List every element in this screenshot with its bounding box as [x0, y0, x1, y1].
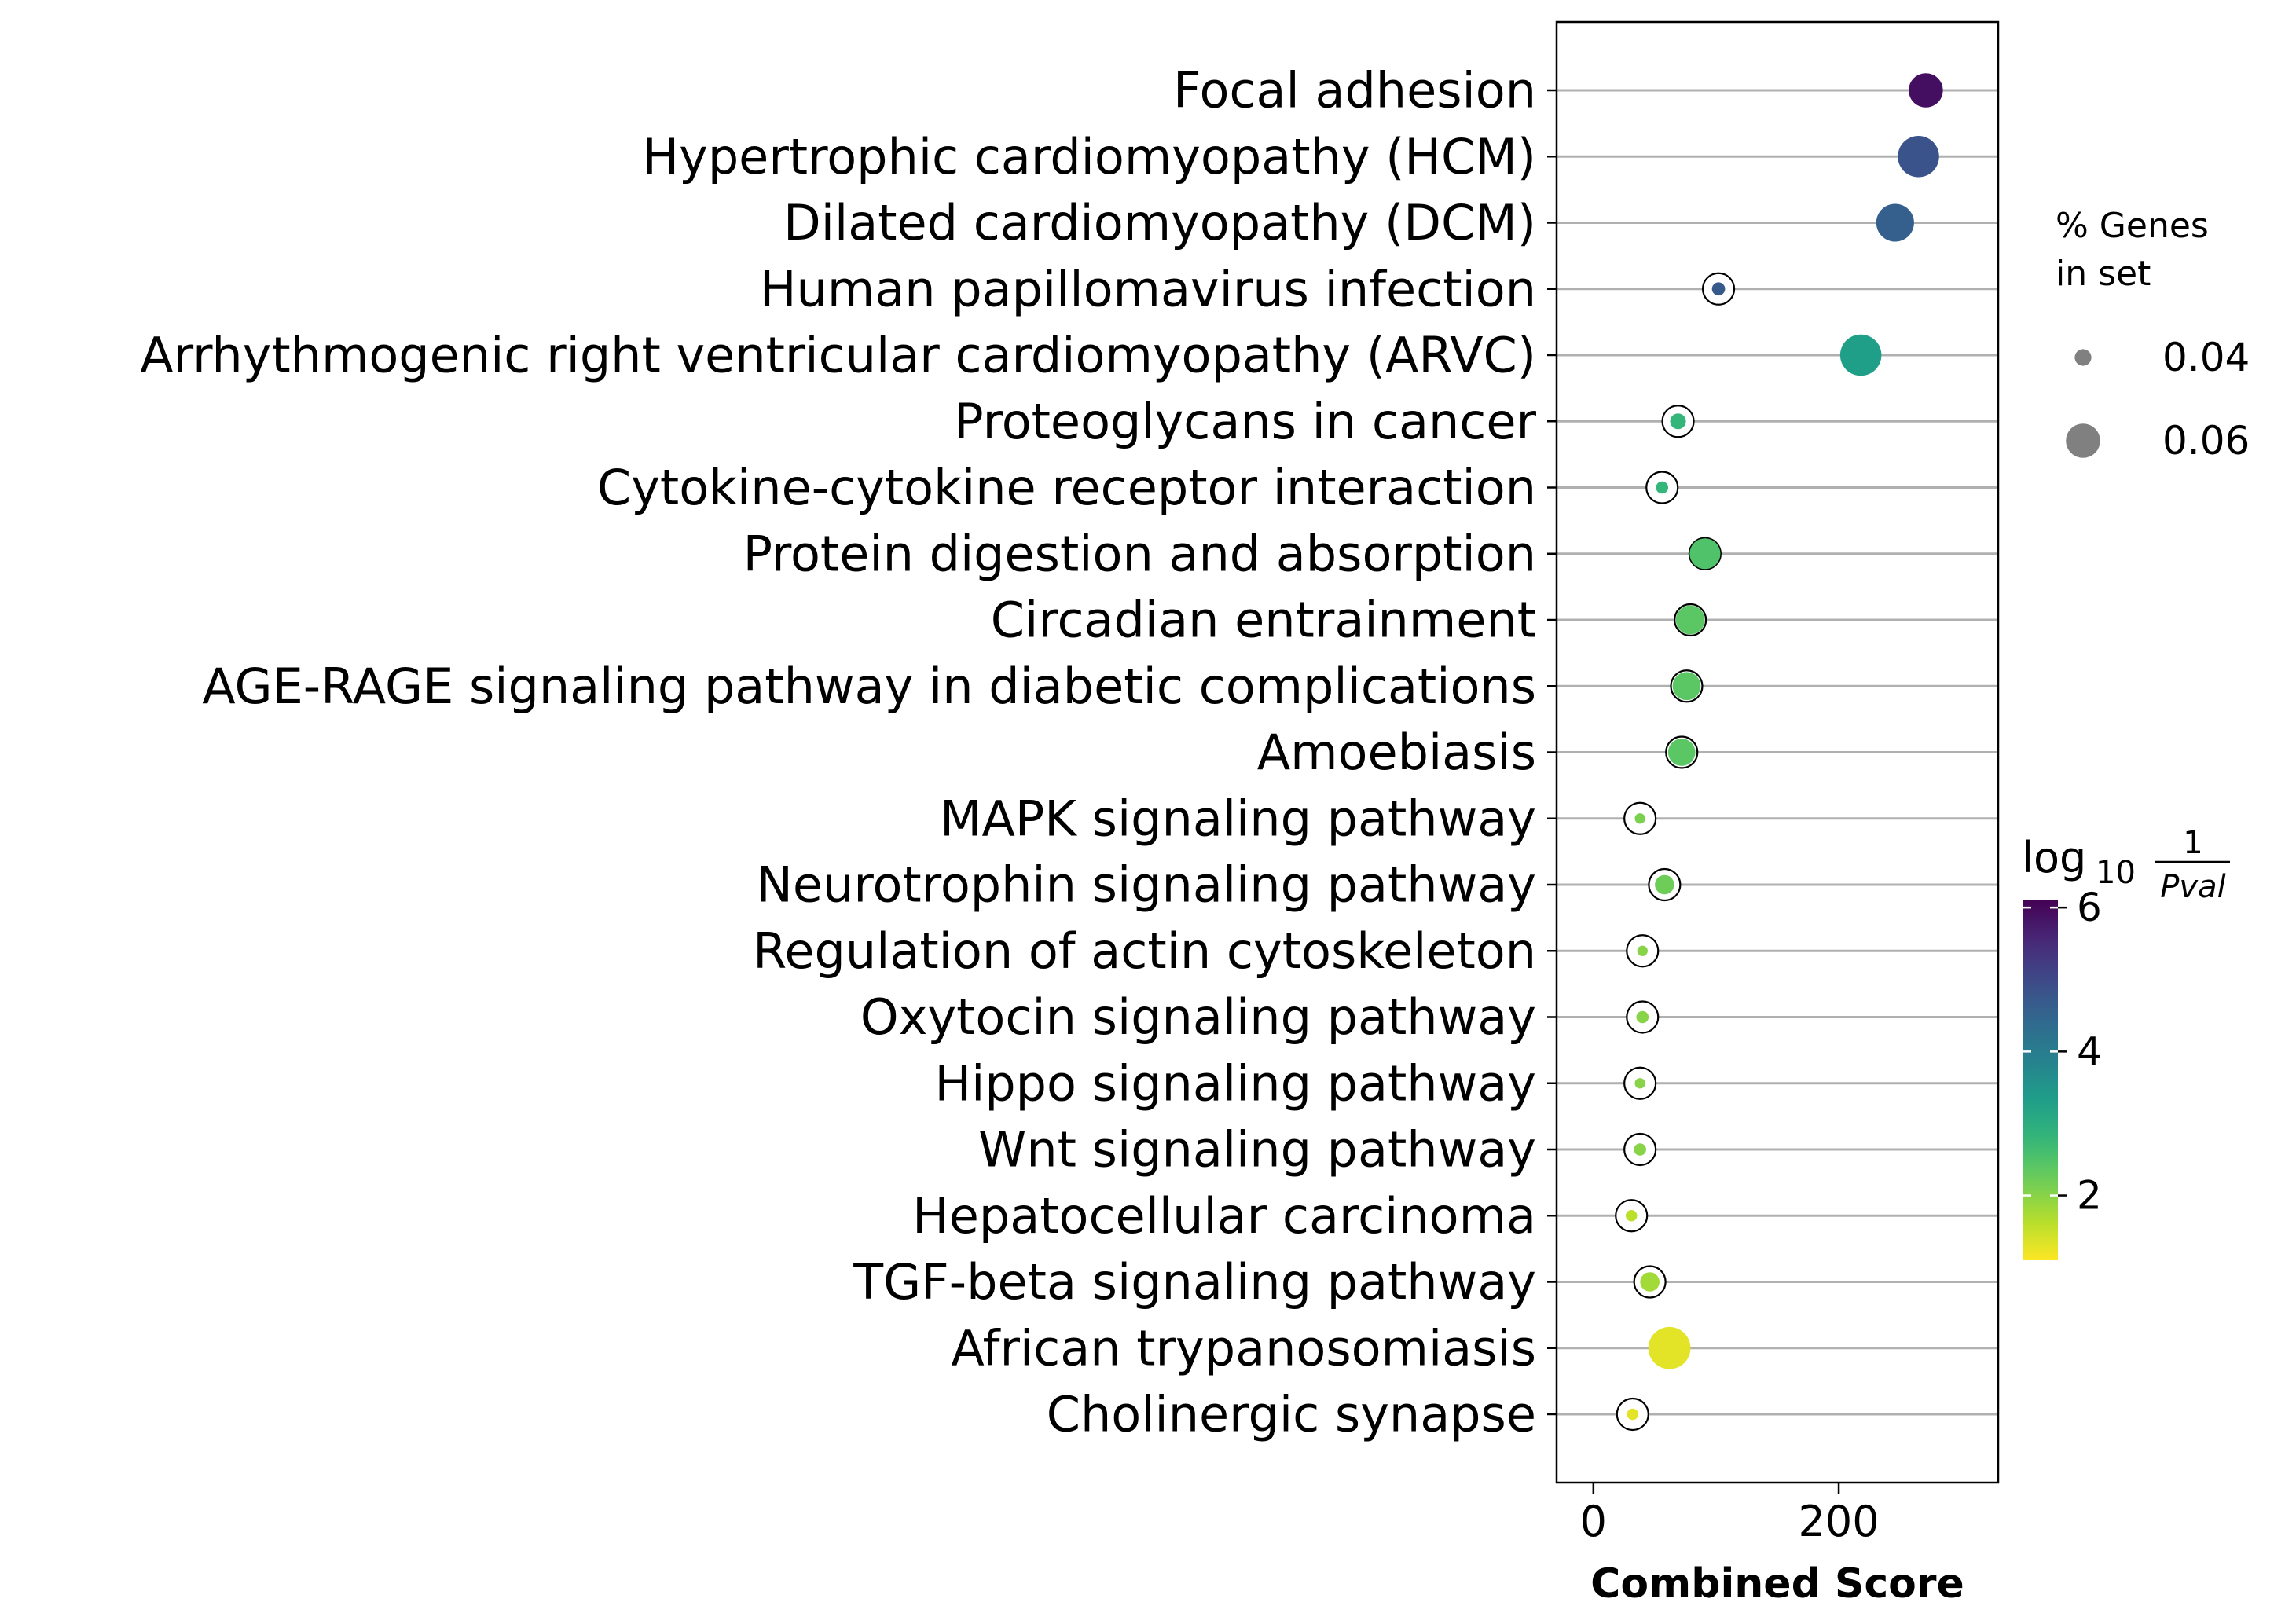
data-point: [1909, 73, 1943, 108]
data-point: [1648, 1326, 1691, 1369]
data-point: [1627, 1408, 1639, 1421]
plot-frame: [1555, 20, 2000, 1484]
category-label: Human papillomavirus infection: [760, 260, 1536, 317]
category-label: Arrhythmogenic right ventricular cardiom…: [140, 327, 1536, 384]
category-label: Neurotrophin signaling pathway: [757, 856, 1536, 914]
category-label: Amoebiasis: [1257, 724, 1536, 781]
data-point: [1667, 739, 1696, 766]
data-point: [1839, 334, 1882, 376]
category-label: Circadian entrainment: [991, 592, 1536, 649]
colorbar-tick-label: 2: [2077, 1173, 2102, 1219]
size-legend-marker: [2074, 349, 2092, 366]
category-label: MAPK signaling pathway: [940, 790, 1536, 847]
colorbar-label-denominator: Pval: [2160, 869, 2225, 905]
x-tick-label: 200: [1799, 1497, 1880, 1546]
data-point: [1898, 135, 1939, 178]
data-point: [1634, 1078, 1645, 1089]
category-label: Proteoglycans in cancer: [954, 393, 1536, 450]
data-point: [1689, 538, 1721, 570]
x-axis-label: Combined Score: [1590, 1560, 1964, 1608]
data-point: [1640, 1272, 1660, 1292]
size-legend: % Genes in set 0.04 0.06: [2056, 206, 2250, 464]
x-axis: 0 200: [1580, 1483, 1880, 1546]
colorbar-tick-label: 6: [2077, 885, 2102, 930]
category-label: African trypanosomiasis: [951, 1319, 1536, 1377]
data-point: [1876, 203, 1914, 242]
category-label: Wnt signaling pathway: [978, 1121, 1536, 1179]
category-label: Focal adhesion: [1173, 62, 1536, 119]
size-legend-marker: [2066, 423, 2100, 458]
data-point: [1636, 1010, 1649, 1024]
data-point: [1634, 813, 1645, 824]
category-label: Cholinergic synapse: [1047, 1386, 1536, 1443]
data-point: [1625, 1210, 1638, 1222]
data-point: [1656, 481, 1669, 494]
category-label: Oxytocin signaling pathway: [860, 988, 1536, 1046]
size-legend-label: 0.06: [2162, 418, 2250, 464]
data-point: [1655, 874, 1674, 895]
data-point: [1672, 672, 1701, 701]
size-legend-title: in set: [2056, 254, 2151, 294]
category-label: Hippo signaling pathway: [934, 1054, 1536, 1112]
colorbar: log 10 1 Pval 2 4 6: [2022, 825, 2230, 1260]
category-label: Dilated cardiomyopathy (DCM): [783, 194, 1536, 251]
data-point: [1637, 945, 1648, 956]
category-label: Hepatocellular carcinoma: [912, 1187, 1536, 1245]
colorbar-label-numerator: 1: [2183, 825, 2202, 861]
category-label: Protein digestion and absorption: [743, 525, 1536, 582]
x-tick-label: 0: [1580, 1497, 1607, 1546]
category-label: Cytokine-cytokine receptor interaction: [597, 459, 1536, 516]
category-label: AGE-RAGE signaling pathway in diabetic c…: [202, 658, 1536, 715]
category-label: Hypertrophic cardiomyopathy (HCM): [643, 128, 1537, 185]
size-legend-label: 0.04: [2162, 335, 2250, 380]
data-point: [1670, 413, 1686, 430]
category-label: TGF-beta signaling pathway: [853, 1253, 1536, 1311]
data-rows: [1615, 73, 1943, 1432]
colorbar-label: log: [2022, 833, 2086, 882]
data-point: [1634, 1143, 1646, 1156]
data-point: [1675, 605, 1705, 635]
colorbar-gradient: [2023, 900, 2058, 1260]
colorbar-label-subscript: 10: [2096, 855, 2136, 891]
category-labels: Focal adhesion Hypertrophic cardiomyopath…: [140, 62, 1557, 1443]
size-legend-title: % Genes: [2056, 206, 2209, 246]
colorbar-tick-label: 4: [2077, 1028, 2102, 1074]
data-point: [1711, 282, 1726, 296]
category-label: Regulation of actin cytoskeleton: [753, 922, 1536, 980]
